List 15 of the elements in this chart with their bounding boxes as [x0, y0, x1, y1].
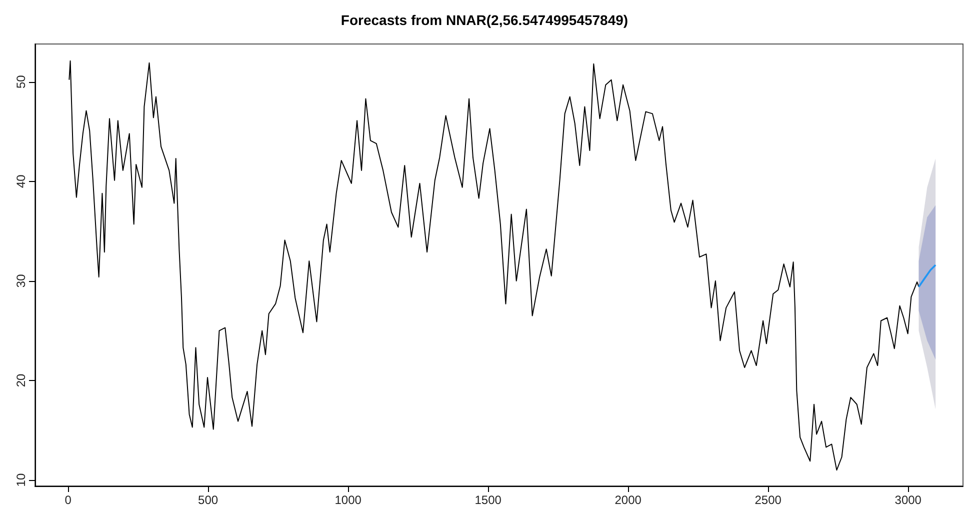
x-tick-label: 1000	[334, 493, 362, 507]
y-tick-label: 20	[14, 373, 28, 388]
x-tick-label: 0	[64, 493, 72, 507]
chart-title: Forecasts from NNAR(2,56.5474995457849)	[340, 12, 628, 28]
line-series	[918, 264, 936, 288]
y-tick-label: 40	[14, 174, 28, 188]
line-series	[68, 60, 920, 471]
x-tick-label: 2000	[614, 493, 642, 507]
y-tick-label: 50	[14, 74, 28, 89]
y-tick-label: 30	[14, 274, 28, 288]
x-tick-label: 1500	[474, 493, 502, 507]
y-tick-label: 10	[14, 473, 28, 487]
x-tick-label: 2500	[754, 493, 782, 507]
x-tick-label: 3000	[894, 493, 922, 507]
x-tick-label: 500	[198, 493, 218, 507]
